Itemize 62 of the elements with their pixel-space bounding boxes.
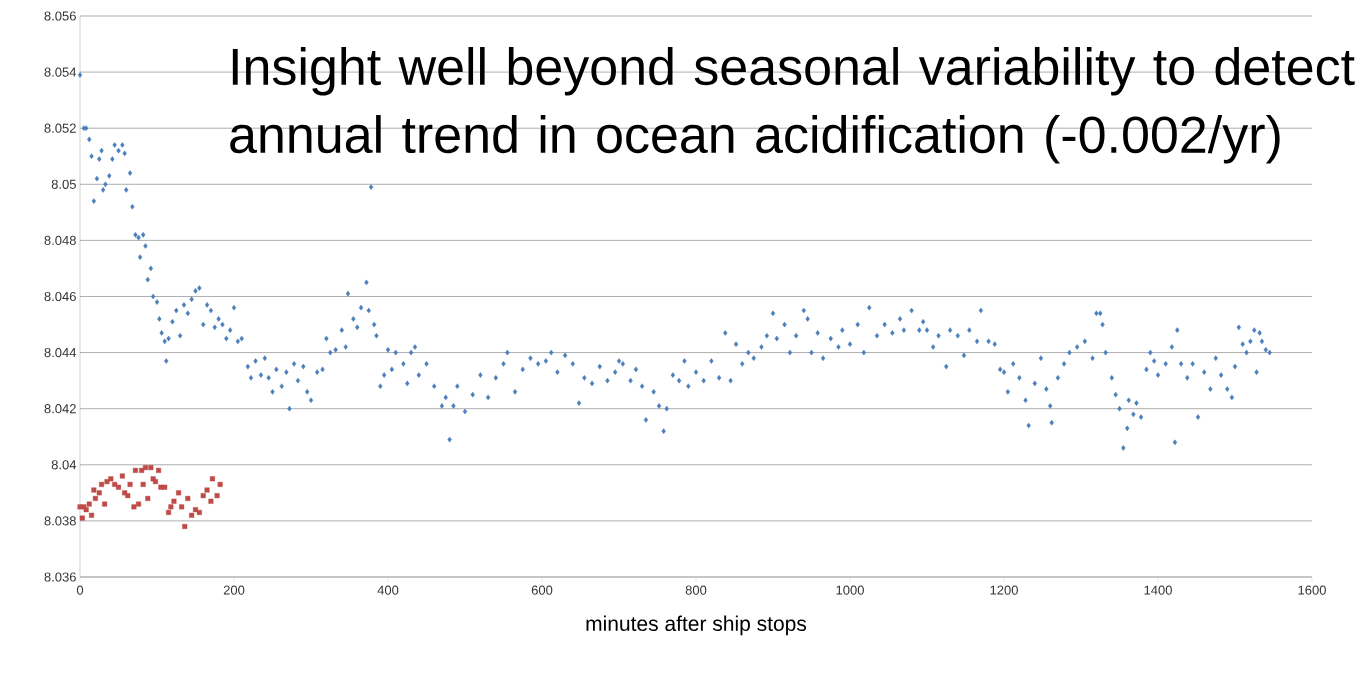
point: [131, 504, 137, 510]
point: [158, 484, 164, 490]
y-tick-label: 8.05: [51, 179, 76, 189]
point: [166, 509, 172, 515]
point: [148, 465, 154, 471]
point: [162, 484, 168, 490]
y-tick-label: 8.046: [44, 291, 76, 302]
point: [189, 512, 195, 518]
point: [152, 479, 158, 485]
point: [171, 498, 177, 504]
x-tick-label: 1400: [1144, 585, 1172, 595]
y-tick-label: 8.04: [51, 460, 77, 470]
point: [204, 487, 210, 493]
point: [96, 490, 102, 496]
x-tick-label: 1200: [990, 585, 1018, 595]
y-tick-label: 8.056: [44, 11, 76, 21]
point: [156, 467, 162, 473]
y-tick-label: 8.036: [44, 572, 76, 582]
y-tick-label: 8.048: [44, 235, 76, 245]
point: [176, 490, 182, 496]
x-axis-title: minutes after ship stops: [586, 615, 807, 636]
y-tick-label: 8.054: [44, 67, 77, 77]
x-tick-label: 1600: [1298, 585, 1326, 595]
x-tick-label: 1000: [836, 585, 864, 595]
y-tick-label: 8.044: [44, 347, 77, 358]
point: [179, 504, 185, 510]
point: [92, 495, 98, 501]
point: [116, 484, 122, 490]
point: [185, 495, 191, 501]
point: [127, 481, 133, 487]
point: [91, 487, 97, 493]
point: [136, 501, 142, 507]
point: [200, 493, 206, 499]
point: [214, 493, 220, 499]
point: [168, 504, 174, 510]
y-tick-label: 8.038: [44, 516, 76, 526]
point: [119, 473, 125, 479]
point: [89, 512, 95, 518]
point: [145, 495, 151, 501]
point: [77, 504, 83, 510]
point: [132, 467, 138, 473]
point: [112, 481, 118, 487]
point: [182, 524, 188, 529]
point: [108, 476, 114, 482]
point: [99, 481, 105, 487]
point: [102, 501, 108, 507]
x-tick-label: 800: [685, 585, 707, 595]
x-tick-label: 600: [531, 585, 553, 595]
point: [209, 476, 215, 482]
y-tick-label: 8.052: [44, 123, 76, 133]
point: [86, 501, 92, 507]
y-tick-label: 8.042: [44, 404, 76, 414]
point: [217, 481, 223, 487]
point: [79, 515, 85, 521]
annotation: Insight well beyond seasonal variability to detect annual trend in ocean acidification (-0.002/yr): [230, 47, 1355, 164]
x-tick-label: 0: [76, 585, 84, 595]
point: [196, 509, 202, 515]
x-tick-label: 200: [223, 585, 245, 595]
point: [208, 498, 214, 504]
point: [104, 479, 110, 485]
x-tick-label: 400: [377, 585, 399, 595]
point: [140, 481, 146, 487]
